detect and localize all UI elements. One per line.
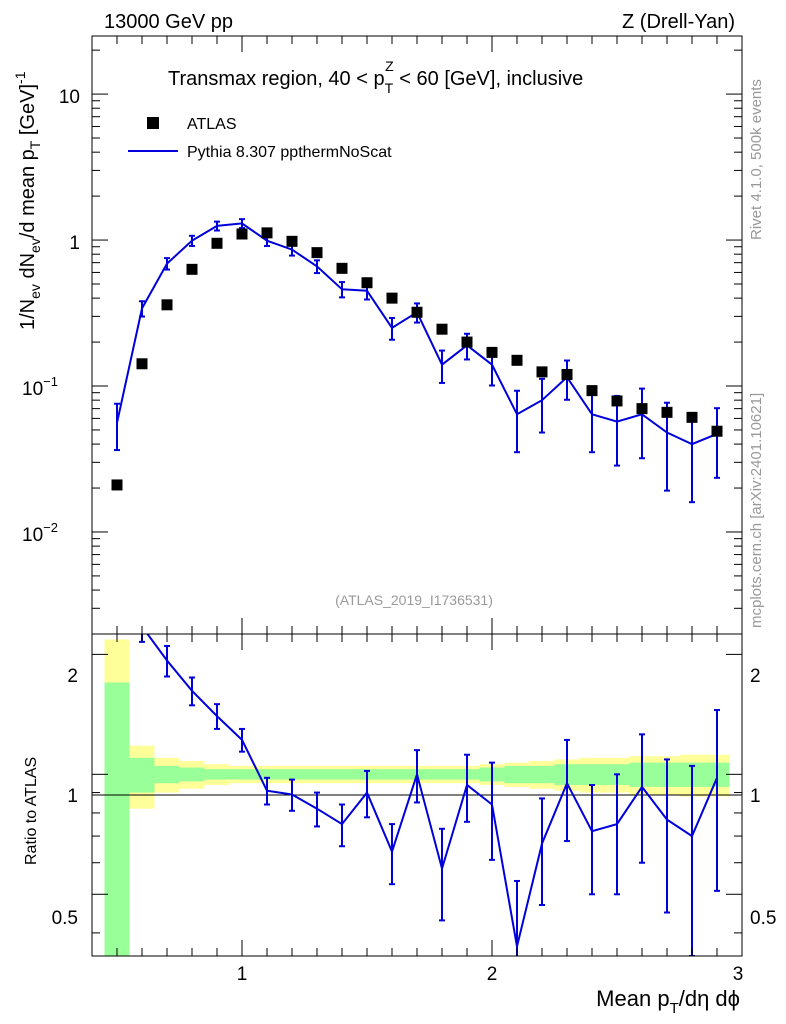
- ratio-line: [146, 634, 718, 947]
- atlas-point: [361, 277, 373, 289]
- atlas-point: [536, 366, 548, 378]
- ratio-band-inner: [504, 765, 530, 784]
- legend-mc-label: Pythia 8.307 ppthermNoScat: [187, 144, 392, 161]
- header-right: Z (Drell-Yan): [622, 11, 735, 33]
- atlas-point: [136, 358, 148, 370]
- ratio-ytick-2: 2: [67, 666, 78, 687]
- atlas-point: [611, 395, 623, 407]
- atlas-point: [161, 299, 173, 311]
- ratio-ytick-1: 1: [67, 786, 78, 807]
- ratio-ytick-right-2: 2: [750, 666, 761, 687]
- atlas-point: [236, 228, 248, 240]
- ratio-band-inner: [379, 769, 405, 780]
- atlas-point: [561, 368, 573, 380]
- mcplots-label: mcplots.cern.ch [arXiv:2401.10621]: [748, 393, 765, 628]
- legend-data-marker: [147, 117, 159, 129]
- ratio-band-inner: [529, 765, 555, 784]
- top-ylabel: 1/Nev dNev/d mean pT [GeV]-1: [12, 71, 43, 330]
- atlas-point: [486, 346, 498, 358]
- ratio-ylabel: Ratio to ATLAS: [23, 757, 40, 865]
- ratio-ytick-0p5: 0.5: [52, 908, 78, 929]
- ratio-band-inner: [204, 769, 230, 780]
- atlas-point: [261, 227, 273, 239]
- ratio-band-inner: [579, 764, 605, 786]
- xtick-label-2: 2: [487, 964, 498, 985]
- top-panel: [91, 35, 743, 635]
- atlas-point: [311, 247, 323, 259]
- atlas-point: [286, 235, 298, 247]
- ratio-band-inner: [154, 765, 180, 784]
- analysis-watermark: (ATLAS_2019_I1736531): [335, 592, 493, 608]
- mc-line: [116, 222, 718, 446]
- header-left: 13000 GeV pp: [104, 11, 233, 33]
- atlas-point: [511, 354, 523, 366]
- ytick-label-0p01: 10−2: [22, 520, 58, 546]
- ratio-ticks: [91, 634, 743, 956]
- ratio-band-inner: [104, 682, 130, 956]
- atlas-point: [336, 262, 348, 274]
- atlas-point: [661, 406, 673, 418]
- atlas-point: [186, 263, 198, 275]
- ytick-label-10: 10: [59, 87, 80, 108]
- atlas-point: [461, 336, 473, 348]
- atlas-point: [436, 323, 448, 335]
- atlas-point: [211, 237, 223, 249]
- xaxis-label: Mean pT/dη dϕ: [596, 986, 740, 1017]
- ratio-band-inner: [229, 769, 255, 780]
- ratio-marks: [139, 634, 720, 956]
- legend-data-label: ATLAS: [187, 116, 237, 133]
- top-title: Transmax region, 40 < pTZ < 60 [GeV], in…: [168, 58, 583, 96]
- atlas-point: [636, 403, 648, 415]
- atlas-point: [711, 425, 723, 437]
- ratio-band-inner: [254, 769, 280, 780]
- ratio-band-inner: [429, 769, 455, 780]
- top-ticks: [91, 36, 743, 635]
- ratio-band-inner: [279, 769, 305, 780]
- atlas-point: [111, 479, 123, 491]
- xtick-label-1: 1: [237, 964, 248, 985]
- ratio-panel: [91, 633, 743, 957]
- ratio-band-inner: [129, 757, 155, 793]
- ratio-band-inner: [179, 767, 205, 782]
- ratio-ytick-right-0p5: 0.5: [750, 908, 776, 929]
- ytick-label-1: 1: [69, 233, 80, 254]
- atlas-point: [411, 306, 423, 318]
- atlas-point: [586, 385, 598, 397]
- atlas-point: [386, 292, 398, 304]
- ratio-band-layer: [104, 639, 730, 956]
- ratio-band-inner: [304, 769, 330, 780]
- top-marks: [111, 218, 723, 504]
- xtick-label-3: 3: [733, 964, 744, 985]
- atlas-point: [686, 411, 698, 423]
- ratio-ytick-right-1: 1: [750, 786, 761, 807]
- rivet-label: Rivet 4.1.0, 500k events: [748, 79, 765, 240]
- ratio-band-inner: [329, 769, 355, 780]
- ytick-label-0p1: 10−1: [22, 374, 58, 400]
